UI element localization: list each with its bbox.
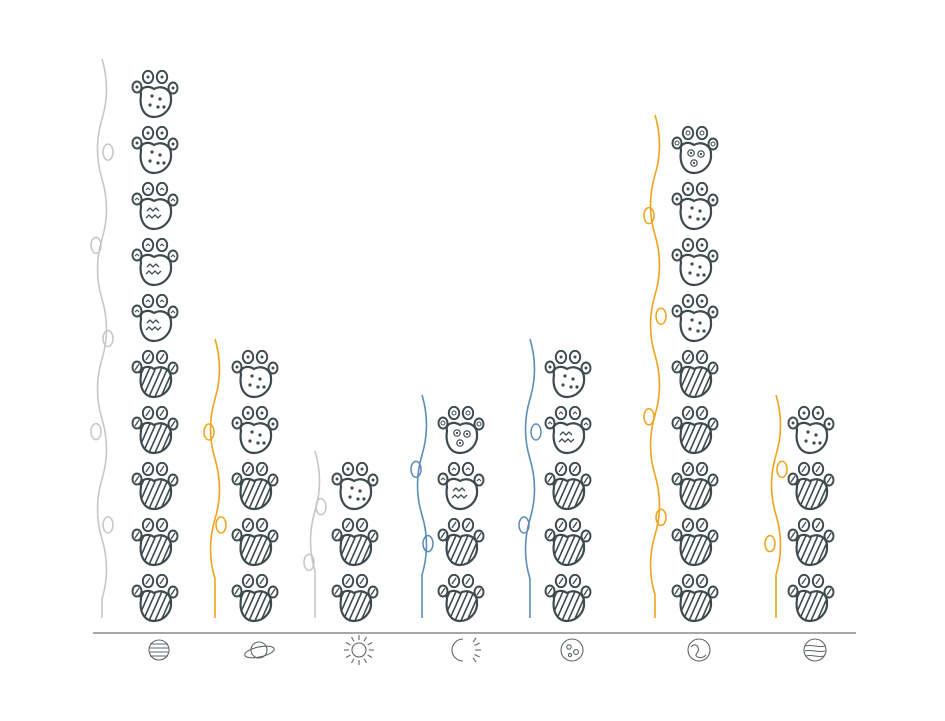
paw-mark [131,293,179,343]
vine-tendril [643,408,655,426]
paw-mark [131,237,179,287]
paw-mark [671,517,719,567]
paw-mark [437,405,485,455]
paw-mark [787,405,835,455]
paw-mark [544,405,592,455]
paw-mark [131,349,179,399]
paw-mark [671,237,719,287]
vine [770,394,782,618]
paw-mark [231,573,279,623]
vine-tendril [530,423,542,441]
paw-mark [544,349,592,399]
paw-mark [787,517,835,567]
vine [209,338,221,618]
paw-mark [131,125,179,175]
saturn-icon [244,641,275,659]
paw-mark [671,405,719,455]
paw-mark [671,573,719,623]
vine [96,58,108,618]
paw-mark [231,461,279,511]
paw-mark [544,517,592,567]
paw-mark [671,181,719,231]
paw-mark [131,573,179,623]
paws-layer [131,69,835,623]
paw-mark [671,349,719,399]
paw-mark [131,517,179,567]
sun-icon [344,635,374,665]
vine-tendril [102,516,114,534]
marble-planet-icon [687,638,711,662]
paw-mark [671,461,719,511]
paw-mark [331,517,379,567]
paw-mark [787,573,835,623]
vine-tendril [410,460,422,479]
paw-mark [787,461,835,511]
jupiter-icon [803,638,827,662]
paw-mark [437,573,485,623]
vine-tendril [102,143,114,161]
vine [309,450,321,618]
vine-tendril [90,236,102,255]
paw-mark [231,349,279,399]
vine-tendril [303,553,315,572]
moon-sun-icon [451,637,481,663]
paw-mark [231,405,279,455]
earth-icon [148,639,170,661]
paw-mark [331,461,379,511]
vine [416,394,428,618]
vine-tendril [203,423,215,441]
vines-layer [90,58,788,618]
paw-mark [437,461,485,511]
vine-tendril [215,516,227,534]
paw-mark [131,181,179,231]
vine-tendril [90,422,102,441]
vine-tendril [102,329,114,348]
paw-mark [671,293,719,343]
paw-mark [544,573,592,623]
vine-tendril [315,497,327,516]
paw-mark [671,125,719,175]
vine-tendril [518,516,530,534]
category-icons-layer [148,635,827,665]
vine-tendril [422,534,434,553]
vine [649,114,661,618]
vine-tendril [643,206,655,225]
vine-tendril [655,508,667,527]
paw-mark [131,461,179,511]
vine-tendril [655,307,667,325]
vine-tendril [764,534,776,553]
paw-mark [131,69,179,119]
vine-tendril [776,460,788,479]
paw-mark [437,517,485,567]
paw-mark [331,573,379,623]
paw-mark [544,461,592,511]
paw-mark [231,517,279,567]
paw-mark [131,405,179,455]
vine [524,338,536,618]
moon-icon [560,638,584,662]
